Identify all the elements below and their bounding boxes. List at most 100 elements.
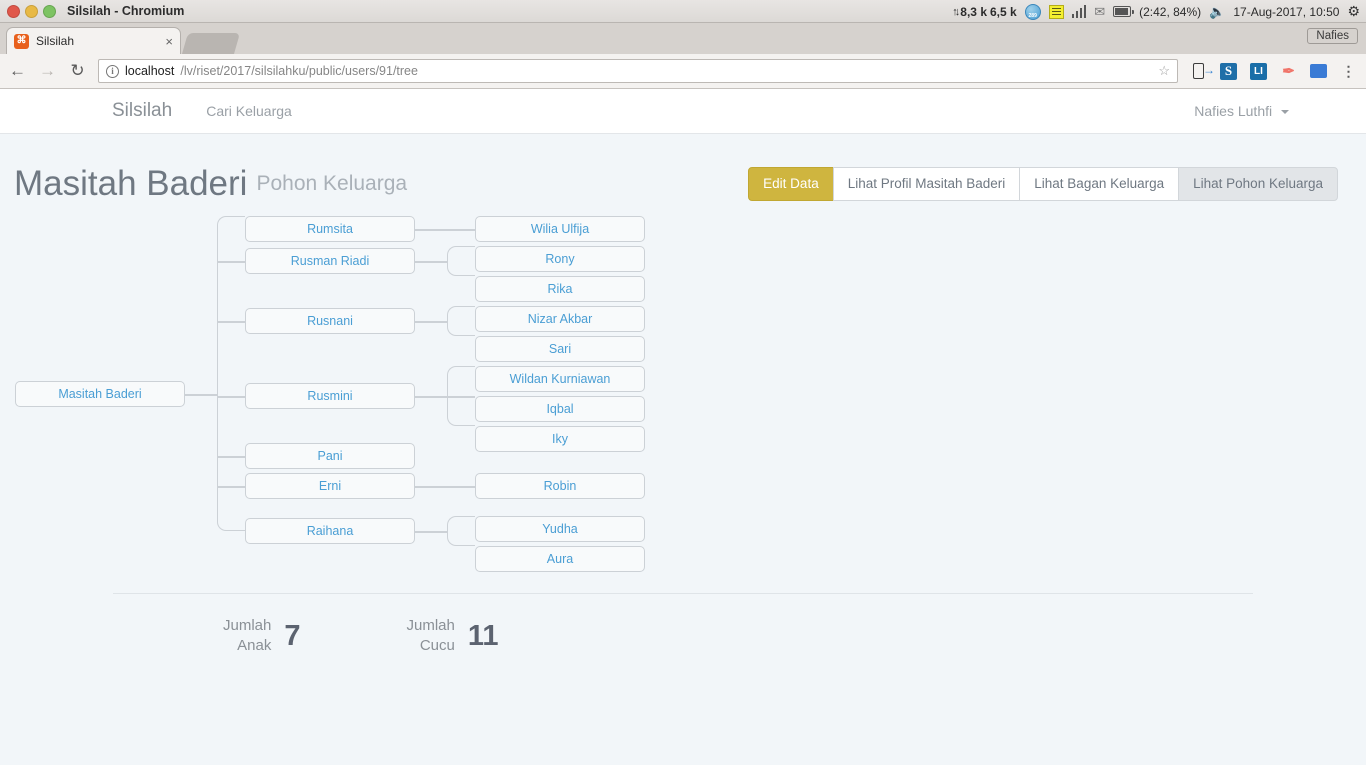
url-host: localhost <box>125 64 175 78</box>
browser-profile-button[interactable]: Nafies <box>1307 28 1358 44</box>
edit-data-button[interactable]: Edit Data <box>748 166 834 202</box>
stat-children: Jumlah Anak 7 <box>223 616 301 657</box>
tree-node-grandchild-11[interactable]: Aura <box>475 546 645 572</box>
site-info-icon[interactable]: i <box>106 64 119 78</box>
window-close-button[interactable] <box>7 4 20 18</box>
connector-g4-stem <box>415 396 447 398</box>
stats-row: Jumlah Anak 7 Jumlah Cucu 11 <box>0 594 1366 657</box>
stat-children-value: 7 <box>284 619 301 652</box>
clock-label: 17-Aug-2017, 10:50 <box>1233 4 1340 19</box>
address-bar[interactable]: i localhost/lv/riset/2017/silsilahku/pub… <box>98 59 1178 83</box>
connector-g2-bracket <box>447 246 475 276</box>
tab-title: Silsilah <box>36 34 75 48</box>
li-extension-icon[interactable]: LI <box>1249 62 1268 81</box>
tree-node-root[interactable]: Masitah Baderi <box>15 381 185 407</box>
tree-node-child-1[interactable]: Rumsita <box>245 216 415 242</box>
tree-node-grandchild-6[interactable]: Wildan Kurniawan <box>475 366 645 392</box>
bookmark-star-icon[interactable]: ☆ <box>1158 63 1170 78</box>
window-controls[interactable] <box>0 4 56 18</box>
user-menu-label: Nafies Luthfi <box>1194 103 1273 119</box>
gear-icon[interactable]: ⚙ <box>1347 3 1360 19</box>
connector-children-bracket <box>217 216 245 531</box>
stat-grandchildren-label: Jumlah Cucu <box>406 617 455 655</box>
tree-node-child-3[interactable]: Rusnani <box>245 308 415 334</box>
tree-node-grandchild-5[interactable]: Sari <box>475 336 645 362</box>
connector-root <box>185 394 217 396</box>
tree-node-child-2[interactable]: Rusman Riadi <box>245 248 415 274</box>
browser-toolbar: ← → ↻ i localhost/lv/riset/2017/silsilah… <box>0 54 1366 89</box>
blue-extension-icon[interactable] <box>1309 62 1328 81</box>
volume-icon[interactable]: 🔈 <box>1209 3 1226 19</box>
reload-icon[interactable]: ↻ <box>70 61 85 80</box>
back-icon[interactable]: ← <box>9 61 26 80</box>
tree-node-grandchild-9[interactable]: Robin <box>475 473 645 499</box>
up-down-arrows-icon: ↑↓ <box>952 5 960 18</box>
browser-tab-strip: ⌘ Silsilah × Nafies <box>0 23 1366 54</box>
tree-node-child-6[interactable]: Erni <box>245 473 415 499</box>
nav-item-cari-keluarga[interactable]: Cari Keluarga <box>206 103 292 119</box>
tree-node-grandchild-7[interactable]: Iqbal <box>475 396 645 422</box>
tree-node-child-5[interactable]: Pani <box>245 443 415 469</box>
connector-g1 <box>415 229 475 231</box>
connector-child-4 <box>217 396 245 398</box>
connector-child-6 <box>217 486 245 488</box>
connector-g6-bracket <box>447 516 475 546</box>
family-tree: Masitah Baderi Rumsita Rusman Riadi Rusn… <box>0 212 1366 587</box>
window-minimize-button[interactable] <box>25 4 38 18</box>
tree-node-grandchild-4[interactable]: Nizar Akbar <box>475 306 645 332</box>
connector-child-3 <box>217 321 245 323</box>
browser-tab-silsilah[interactable]: ⌘ Silsilah × <box>6 27 181 54</box>
favicon-icon: ⌘ <box>14 33 29 49</box>
connector-g6-stem <box>415 531 447 533</box>
sync-badge-icon[interactable] <box>1024 3 1041 20</box>
view-family-chart-button[interactable]: Lihat Bagan Keluarga <box>1019 166 1180 202</box>
network-download-speed: 6,5 k <box>990 4 1017 19</box>
new-tab-button[interactable] <box>181 33 241 54</box>
signal-bars-icon[interactable] <box>1071 5 1087 18</box>
tasklist-icon[interactable] <box>1048 4 1064 19</box>
app-navbar: Silsilah Cari Keluarga Nafies Luthfi <box>0 89 1366 134</box>
view-family-tree-button[interactable]: Lihat Pohon Keluarga <box>1178 166 1338 202</box>
window-title: Silsilah - Chromium <box>67 4 185 18</box>
mail-icon[interactable]: ✉ <box>1094 3 1106 19</box>
connector-g4-mid <box>447 396 475 398</box>
connector-child-2 <box>217 261 245 263</box>
browser-menu-icon[interactable]: ⋮ <box>1341 62 1356 79</box>
battery-status-label: (2:42, 84%) <box>1139 4 1202 19</box>
battery-icon[interactable] <box>1113 6 1135 17</box>
forward-icon: → <box>39 61 56 80</box>
chevron-down-icon <box>1281 110 1289 115</box>
tree-node-child-7[interactable]: Raihana <box>245 518 415 544</box>
connector-g3-bracket <box>447 306 475 336</box>
stats-divider <box>113 593 1253 594</box>
system-tray: ↑↓ 8,3 k 6,5 k ✉ (2:42, 84%) 🔈 17-Aug-20… <box>952 0 1360 23</box>
window-maximize-button[interactable] <box>43 4 56 18</box>
tree-node-child-4[interactable]: Rusmini <box>245 383 415 409</box>
connector-g3-stem <box>415 321 447 323</box>
close-icon[interactable]: × <box>165 33 173 49</box>
page-header: Masitah Baderi Pohon Keluarga Edit Data … <box>0 134 1366 212</box>
network-upload-speed: 8,3 k <box>960 4 987 19</box>
os-title-bar: Silsilah - Chromium ↑↓ 8,3 k 6,5 k ✉ (2:… <box>0 0 1366 23</box>
tree-node-grandchild-1[interactable]: Wilia Ulfija <box>475 216 645 242</box>
connector-child-5 <box>217 456 245 458</box>
mobile-view-extension-icon[interactable] <box>1189 62 1215 81</box>
connector-g2-stem <box>415 261 447 263</box>
tree-node-grandchild-3[interactable]: Rika <box>475 276 645 302</box>
tree-node-grandchild-10[interactable]: Yudha <box>475 516 645 542</box>
connector-g5 <box>415 486 475 488</box>
action-button-group: Edit Data Lihat Profil Masitah Baderi Li… <box>748 166 1338 202</box>
network-speed-indicator: ↑↓ 8,3 k 6,5 k <box>952 5 1016 19</box>
tree-node-grandchild-8[interactable]: Iky <box>475 426 645 452</box>
stat-grandchildren-value: 11 <box>467 619 499 652</box>
stat-children-label: Jumlah Anak <box>223 617 272 655</box>
tree-node-grandchild-2[interactable]: Rony <box>475 246 645 272</box>
user-menu[interactable]: Nafies Luthfi <box>1194 103 1289 119</box>
view-profile-button[interactable]: Lihat Profil Masitah Baderi <box>832 166 1021 202</box>
url-path: /lv/riset/2017/silsilahku/public/users/9… <box>180 64 418 78</box>
brand-link[interactable]: Silsilah <box>112 100 173 121</box>
page-subtitle: Pohon Keluarga <box>256 172 408 195</box>
s-extension-icon[interactable]: S <box>1219 62 1238 81</box>
page-title: Masitah Baderi <box>14 164 248 203</box>
laravel-extension-icon[interactable]: ✒ <box>1282 63 1295 80</box>
